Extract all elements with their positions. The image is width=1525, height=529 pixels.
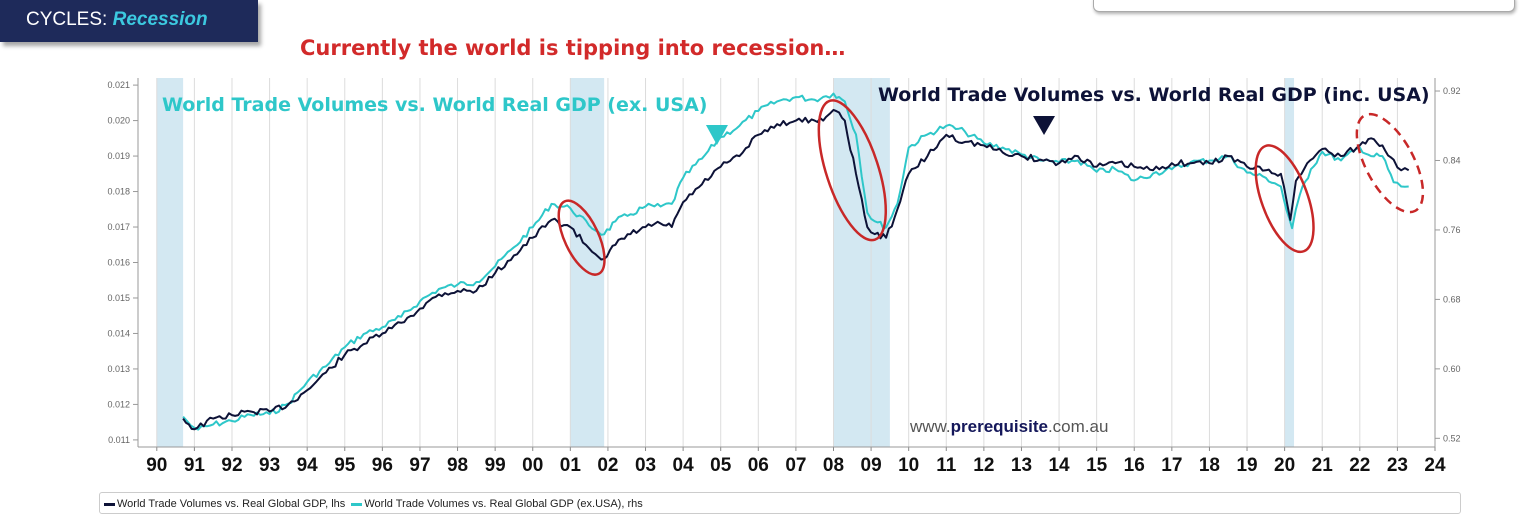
y-right-tick-label: 0.76	[1443, 225, 1461, 235]
watermark-brand: prerequisite	[951, 417, 1048, 436]
legend-swatch-navy	[104, 502, 115, 506]
annotation-dashed-circle-2022	[1355, 112, 1425, 214]
x-tick-label: 02	[597, 455, 618, 476]
x-tick-label: 06	[748, 455, 769, 476]
y-left-tick-label: 0.018	[107, 187, 130, 197]
x-tick-label: 13	[1011, 455, 1032, 476]
watermark-pre: www.	[909, 417, 951, 436]
x-tick-label: 04	[673, 455, 695, 476]
top-right-box	[1093, 0, 1515, 12]
x-tick-label: 96	[372, 455, 393, 476]
x-tick-label: 19	[1236, 455, 1257, 476]
x-tick-label: 05	[710, 455, 732, 476]
x-tick-label: 16	[1124, 455, 1145, 476]
series-lines	[182, 92, 1410, 431]
x-tick-label: 20	[1274, 455, 1295, 476]
annotation-circle-2008	[817, 99, 888, 242]
legend-item-rhs: World Trade Volumes vs. Real Global GDP …	[364, 498, 643, 510]
chart-title-left: World Trade Volumes vs. World Real GDP (…	[162, 94, 707, 116]
section-tag: CYCLES: Recession	[0, 0, 258, 42]
x-tick-label: 98	[447, 455, 468, 476]
x-tick-label: 94	[297, 455, 319, 476]
x-tick-label: 10	[898, 455, 919, 476]
x-tick-label: 01	[560, 455, 582, 476]
x-tick-label: 23	[1387, 455, 1408, 476]
y-left-tick-label: 0.021	[107, 80, 130, 90]
section-tag-prefix: CYCLES:	[26, 9, 113, 30]
x-tick-label: 91	[184, 455, 206, 476]
y-left-tick-label: 0.011	[108, 435, 130, 445]
headline: Currently the world is tipping into rece…	[300, 36, 846, 60]
y-right-tick-label: 0.68	[1443, 294, 1461, 304]
x-tick-label: 17	[1161, 455, 1182, 476]
x-tick-label: 24	[1424, 455, 1446, 476]
y-axis-left: 0.021 0.020 0.019 0.018 0.017 0.016 0.015 0.014…	[107, 78, 139, 447]
y-left-tick-label: 0.020	[107, 116, 130, 126]
x-tick-label: 15	[1086, 455, 1108, 476]
y-right-tick-label: 0.84	[1443, 155, 1461, 165]
chart-title-right: World Trade Volumes vs. World Real GDP (…	[878, 84, 1430, 106]
x-tick-label: 00	[522, 455, 543, 476]
recession-band-2	[833, 78, 890, 447]
y-left-tick-label: 0.012	[107, 399, 130, 409]
x-tick-label: 07	[785, 455, 806, 476]
x-tick-label: 12	[973, 455, 994, 476]
x-tick-label: 14	[1048, 455, 1070, 476]
legend: World Trade Volumes vs. Real Global GDP,…	[99, 492, 1461, 514]
gridlines	[156, 78, 1436, 451]
legend-swatch-teal	[351, 502, 363, 506]
x-tick-label: 97	[409, 455, 430, 476]
y-right-tick-label: 0.60	[1443, 364, 1461, 374]
y-right-tick-label: 0.52	[1443, 433, 1461, 443]
x-tick-label: 11	[936, 455, 957, 476]
x-tick-label: 21	[1312, 455, 1334, 476]
y-left-tick-label: 0.019	[107, 151, 130, 161]
x-tick-label: 92	[221, 455, 242, 476]
marker-triangle-navy	[1033, 116, 1056, 135]
x-tick-label: 93	[259, 455, 280, 476]
x-axis: 90 91 92 93 94 95 96 97 98 99 00 01 02 03 04 05 06 07 08 09…	[146, 455, 1446, 476]
y-left-tick-label: 0.016	[107, 258, 130, 268]
y-left-tick-label: 0.014	[107, 328, 130, 338]
x-tick-label: 99	[485, 455, 506, 476]
marker-triangle-teal	[705, 125, 728, 145]
x-tick-label: 95	[334, 455, 356, 476]
y-axis-right: 0.92 0.84 0.76 0.68 0.60 0.52	[138, 78, 1461, 448]
recession-band-1	[570, 78, 605, 447]
recession-band-0	[156, 78, 184, 447]
series-line-inc-usa	[182, 108, 1410, 431]
recession-band-3	[1284, 78, 1295, 447]
y-left-tick-label: 0.017	[107, 222, 130, 232]
x-tick-label: 22	[1349, 455, 1370, 476]
y-left-tick-label: 0.015	[107, 293, 130, 303]
x-tick-label: 03	[635, 455, 656, 476]
recession-bands	[156, 78, 1295, 447]
x-tick-label: 18	[1199, 455, 1220, 476]
x-tick-label: 90	[146, 455, 167, 476]
legend-item-lhs: World Trade Volumes vs. Real Global GDP,…	[117, 498, 346, 510]
annotation-circle-2020	[1254, 144, 1315, 254]
watermark: www.prerequisite.com.au	[909, 417, 1108, 436]
watermark-post: .com.au	[1048, 417, 1108, 436]
annotations	[557, 99, 1425, 276]
section-tag-accent: Recession	[112, 9, 208, 30]
series-line-ex-usa	[182, 92, 1409, 431]
annotation-circle-2001	[557, 199, 606, 276]
y-right-tick-label: 0.92	[1443, 86, 1461, 96]
x-tick-label: 08	[823, 455, 844, 476]
x-tick-label: 09	[861, 455, 882, 476]
y-left-tick-label: 0.013	[107, 364, 130, 374]
